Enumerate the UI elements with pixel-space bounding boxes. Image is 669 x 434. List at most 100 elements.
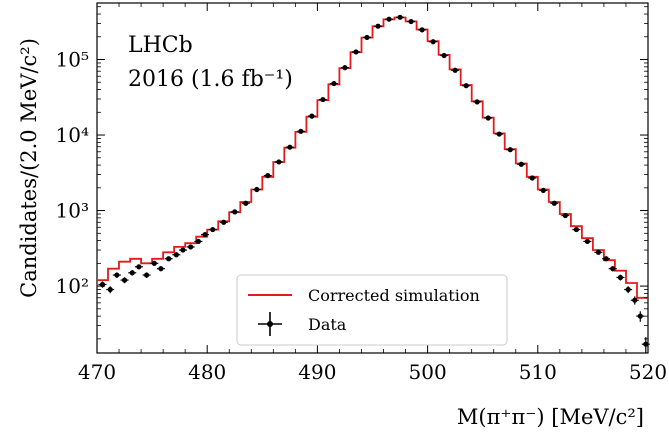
y-axis-ticks: 10² 10³ 10⁴ 10⁵ xyxy=(56,6,648,340)
data-point-marker xyxy=(496,131,502,137)
data-point xyxy=(120,277,129,284)
data-point-marker xyxy=(507,147,513,153)
legend-data-label: Data xyxy=(308,315,347,334)
data-point xyxy=(186,244,195,250)
data-point xyxy=(374,23,383,29)
x-tick-label: 510 xyxy=(519,360,557,384)
data-point-marker xyxy=(595,249,602,255)
x-axis-label: M(π⁺π⁻) [MeV/c²] xyxy=(457,405,644,429)
data-point-marker xyxy=(617,274,624,281)
data-point xyxy=(539,187,548,193)
data-point xyxy=(142,272,151,278)
data-point-marker xyxy=(320,96,326,103)
data-point-marker xyxy=(610,266,616,272)
data-point xyxy=(219,219,228,225)
dataset-label: 2016 (1.6 fb⁻¹) xyxy=(128,67,293,92)
data-point xyxy=(134,264,143,270)
data-point-marker xyxy=(221,219,227,225)
data-point xyxy=(572,226,581,233)
y-tick-label: 10³ xyxy=(56,199,89,223)
x-tick-label: 500 xyxy=(409,360,447,384)
simulation-step-line xyxy=(97,16,648,299)
data-point-marker xyxy=(173,252,179,258)
data-point-marker xyxy=(375,23,381,29)
data-point xyxy=(594,249,603,255)
data-point-marker xyxy=(463,83,469,89)
data-point-marker xyxy=(562,212,568,219)
data-point-marker xyxy=(342,65,348,71)
data-point xyxy=(156,266,165,272)
data-point xyxy=(473,99,482,105)
data-point-marker xyxy=(408,18,414,25)
data-point-marker xyxy=(276,159,282,165)
data-point-marker xyxy=(309,113,315,119)
data-point-marker xyxy=(397,14,403,20)
data-point xyxy=(583,238,592,245)
y-tick-label: 10² xyxy=(56,274,89,298)
data-point-marker xyxy=(129,270,135,276)
data-point-marker xyxy=(441,52,447,59)
data-point-marker xyxy=(265,173,271,179)
legend-box xyxy=(236,274,508,346)
data-point-marker xyxy=(202,232,208,238)
legend-simulation-label: Corrected simulation xyxy=(308,286,480,305)
data-point-marker xyxy=(625,286,631,293)
data-point-marker xyxy=(353,49,359,55)
data-point xyxy=(616,274,625,281)
data-point xyxy=(208,226,217,233)
data-point xyxy=(608,266,617,272)
data-point-marker xyxy=(386,16,392,22)
x-tick-label: 490 xyxy=(298,360,336,384)
legend: Corrected simulation Data xyxy=(236,274,508,346)
data-point xyxy=(285,144,294,150)
data-point xyxy=(318,96,327,103)
x-tick-label: 480 xyxy=(188,360,226,384)
data-point xyxy=(506,147,515,153)
data-point xyxy=(517,161,526,167)
data-point xyxy=(230,209,239,215)
data-point-marker xyxy=(364,34,370,41)
y-tick-label: 10⁵ xyxy=(56,48,89,72)
data-point xyxy=(172,252,181,258)
data-point-marker xyxy=(287,144,293,150)
data-point xyxy=(164,256,173,262)
data-point xyxy=(407,18,416,25)
data-point xyxy=(252,186,261,193)
data-point-marker xyxy=(419,27,425,33)
data-point xyxy=(351,49,360,55)
data-point-marker xyxy=(210,226,216,233)
data-point xyxy=(418,27,427,33)
data-point-marker xyxy=(158,266,164,272)
data-point-marker xyxy=(632,297,638,303)
data-point xyxy=(429,39,438,45)
data-point xyxy=(112,272,121,278)
data-point-marker xyxy=(136,264,142,270)
data-point xyxy=(150,260,159,266)
data-point xyxy=(561,212,570,219)
data-point-marker xyxy=(298,128,304,134)
data-point xyxy=(451,67,460,73)
data-point xyxy=(128,270,137,276)
data-point-marker xyxy=(452,67,458,73)
data-point-marker xyxy=(643,341,649,347)
data-point xyxy=(495,131,504,137)
data-point-marker xyxy=(151,260,157,266)
data-point xyxy=(296,128,305,134)
data-point xyxy=(241,200,250,206)
legend-data-swatch-dot xyxy=(267,321,273,327)
data-point-marker xyxy=(584,238,590,245)
simulation-histogram xyxy=(97,16,648,299)
data-point xyxy=(528,175,537,181)
data-points xyxy=(98,14,650,353)
data-point xyxy=(340,65,349,71)
plot-frame xyxy=(96,2,649,354)
data-point xyxy=(462,83,471,89)
data-point-marker xyxy=(107,286,113,293)
data-point-marker xyxy=(485,115,491,121)
data-point xyxy=(194,238,203,245)
x-axis-ticks: 470 480 490 500 510 520 xyxy=(78,3,667,384)
data-point xyxy=(307,113,316,119)
data-point-marker xyxy=(254,186,260,193)
data-point xyxy=(362,34,371,41)
